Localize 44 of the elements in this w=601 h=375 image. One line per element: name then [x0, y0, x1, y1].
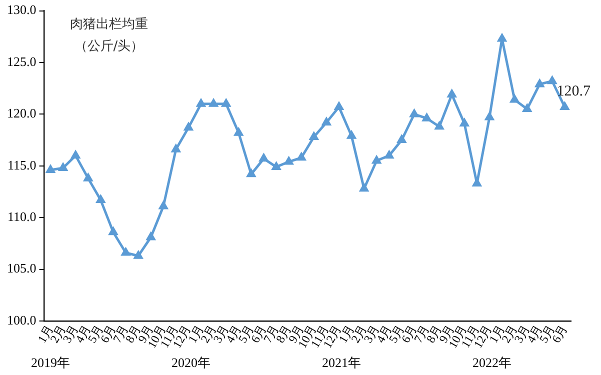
point — [435, 122, 444, 130]
point — [347, 131, 356, 139]
point — [322, 118, 331, 126]
point — [310, 132, 318, 140]
point — [334, 102, 344, 110]
point — [535, 79, 544, 88]
point — [372, 156, 381, 164]
text: 2020年 — [172, 355, 211, 370]
point — [159, 201, 168, 210]
point — [71, 150, 80, 159]
point — [498, 34, 506, 42]
point — [448, 90, 456, 98]
point — [196, 99, 206, 107]
text: 肉猪出栏均重 — [70, 16, 148, 34]
data-label: 120.7 — [556, 83, 591, 100]
y-tick-label: 115.0 — [7, 157, 36, 172]
point — [184, 122, 193, 131]
point — [259, 154, 268, 162]
point — [46, 165, 55, 174]
y-tick-label: 125.0 — [7, 54, 36, 69]
y-tick-label: 110.0 — [7, 209, 36, 224]
point — [410, 109, 419, 118]
point — [58, 163, 68, 171]
point — [96, 195, 105, 204]
point — [108, 227, 118, 236]
y-tick-label: 130.0 — [7, 2, 36, 18]
y-tick-label: 120.0 — [7, 106, 36, 121]
point — [522, 104, 532, 112]
point — [510, 94, 519, 103]
point — [297, 152, 306, 161]
text: （公斤/头） — [73, 38, 145, 56]
y-tick-label: 105.0 — [7, 260, 36, 276]
point — [397, 135, 406, 144]
point — [384, 150, 394, 159]
point — [360, 184, 368, 192]
text: 2019年 — [31, 355, 70, 370]
point — [246, 169, 256, 178]
y-tick-label: 100.0 — [7, 312, 36, 328]
point — [560, 102, 570, 110]
point — [460, 118, 469, 127]
point — [272, 162, 281, 170]
text: 2022年 — [472, 355, 512, 370]
point — [548, 76, 556, 84]
text: 2021年 — [322, 355, 362, 370]
